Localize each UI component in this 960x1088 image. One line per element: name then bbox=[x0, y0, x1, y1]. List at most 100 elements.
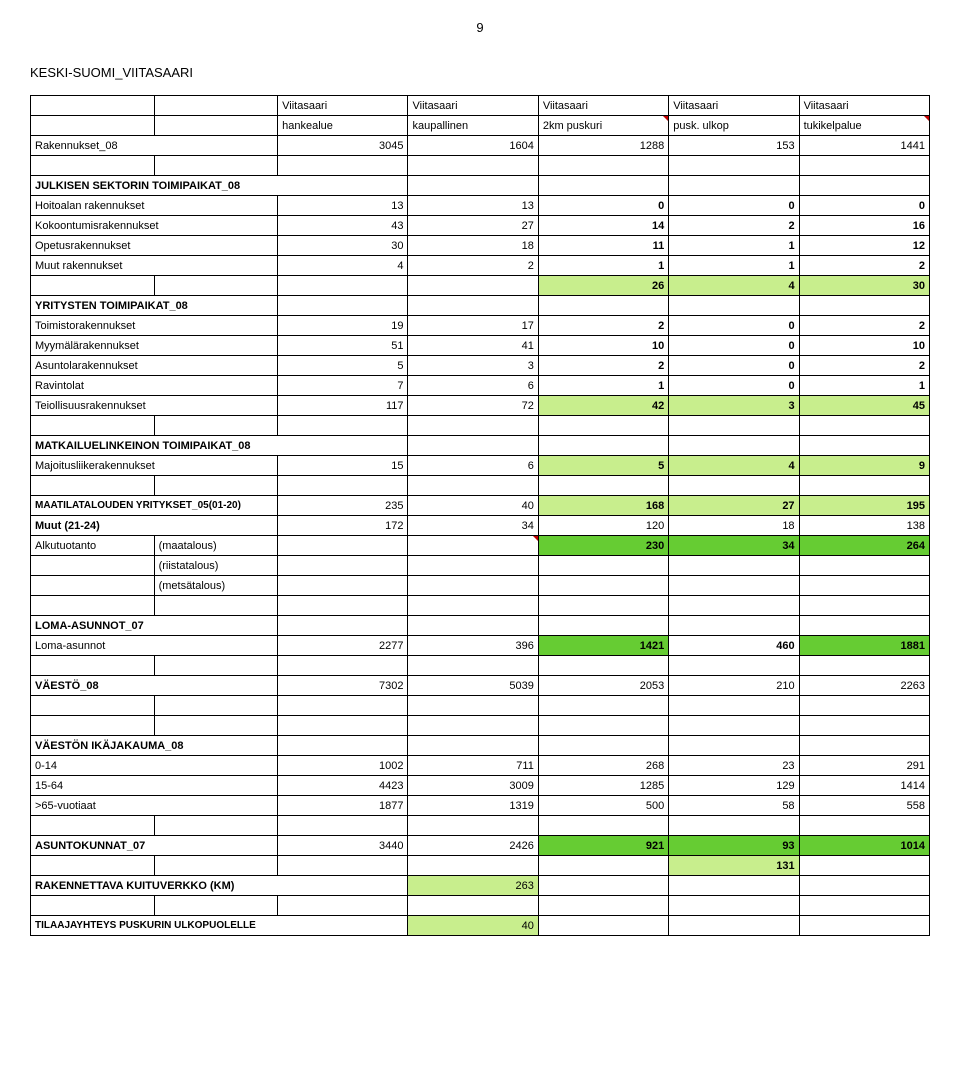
cell: 6 bbox=[408, 456, 538, 476]
table-row: Asuntolarakennukset 5 3 2 0 2 bbox=[31, 356, 930, 376]
cell: 7 bbox=[278, 376, 408, 396]
cell: 40 bbox=[408, 916, 538, 936]
cell: 3 bbox=[408, 356, 538, 376]
cell: 131 bbox=[669, 856, 799, 876]
cell: 2 bbox=[799, 256, 929, 276]
table-row: VÄESTÖ_08 7302 5039 2053 210 2263 bbox=[31, 676, 930, 696]
cell: 4 bbox=[669, 276, 799, 296]
row-label: ASUNTOKUNNAT_07 bbox=[31, 836, 278, 856]
cell: 0 bbox=[669, 356, 799, 376]
cell: 2426 bbox=[408, 836, 538, 856]
col-header: Viitasaari bbox=[538, 96, 668, 116]
row-label: Kokoontumisrakennukset bbox=[31, 216, 278, 236]
cell: 30 bbox=[799, 276, 929, 296]
table-row: Muut rakennukset 4 2 1 1 2 bbox=[31, 256, 930, 276]
cell: 13 bbox=[408, 196, 538, 216]
cell: 120 bbox=[538, 516, 668, 536]
cell: 1002 bbox=[278, 756, 408, 776]
cell: 5 bbox=[538, 456, 668, 476]
section-header: JULKISEN SEKTORIN TOIMIPAIKAT_08 bbox=[31, 176, 930, 196]
section-header: YRITYSTEN TOIMIPAIKAT_08 bbox=[31, 296, 930, 316]
cell: 2 bbox=[538, 316, 668, 336]
section-label: YRITYSTEN TOIMIPAIKAT_08 bbox=[31, 296, 278, 316]
cell: 1414 bbox=[799, 776, 929, 796]
section-label: LOMA-ASUNNOT_07 bbox=[31, 616, 278, 636]
cell: 6 bbox=[408, 376, 538, 396]
cell: 1604 bbox=[408, 136, 538, 156]
cell: 4423 bbox=[278, 776, 408, 796]
table-row: Loma-asunnot 2277 396 1421 460 1881 bbox=[31, 636, 930, 656]
document-title: KESKI-SUOMI_VIITASAARI bbox=[30, 65, 930, 80]
table-row: (metsätalous) bbox=[31, 576, 930, 596]
cell: 19 bbox=[278, 316, 408, 336]
cell: 43 bbox=[278, 216, 408, 236]
row-sublabel: (riistatalous) bbox=[154, 556, 278, 576]
cell: 42 bbox=[538, 396, 668, 416]
subtotal-row: 26 4 30 bbox=[31, 276, 930, 296]
col-subheader: kaupallinen bbox=[408, 116, 538, 136]
row-label: Alkutuotanto bbox=[31, 536, 155, 556]
cell: 291 bbox=[799, 756, 929, 776]
table-row: Teiollisuusrakennukset 117 72 42 3 45 bbox=[31, 396, 930, 416]
cell: 14 bbox=[538, 216, 668, 236]
cell: 1 bbox=[669, 236, 799, 256]
cell: 129 bbox=[669, 776, 799, 796]
cell: 210 bbox=[669, 676, 799, 696]
cell: 0 bbox=[669, 376, 799, 396]
col-header: Viitasaari bbox=[278, 96, 408, 116]
cell: 153 bbox=[669, 136, 799, 156]
cell: 1319 bbox=[408, 796, 538, 816]
cell: 23 bbox=[669, 756, 799, 776]
cell: 15 bbox=[278, 456, 408, 476]
col-header: Viitasaari bbox=[799, 96, 929, 116]
table-row: Muut (21-24) 172 34 120 18 138 bbox=[31, 516, 930, 536]
row-label: MAATILATALOUDEN YRITYKSET_05(01-20) bbox=[31, 496, 278, 516]
cell: 1881 bbox=[799, 636, 929, 656]
cell: 10 bbox=[799, 336, 929, 356]
section-header: MATKAILUELINKEINON TOIMIPAIKAT_08 bbox=[31, 436, 930, 456]
cell: 9 bbox=[799, 456, 929, 476]
cell: 195 bbox=[799, 496, 929, 516]
cell: 1877 bbox=[278, 796, 408, 816]
table-row: (riistatalous) bbox=[31, 556, 930, 576]
table-row: Ravintolat 7 6 1 0 1 bbox=[31, 376, 930, 396]
row-label: RAKENNETTAVA KUITUVERKKO (KM) bbox=[31, 876, 408, 896]
cell: 2 bbox=[538, 356, 668, 376]
page-number: 9 bbox=[30, 20, 930, 35]
row-sublabel: (metsätalous) bbox=[154, 576, 278, 596]
cell: 172 bbox=[278, 516, 408, 536]
cell: 2 bbox=[669, 216, 799, 236]
table-row: 0-14 1002 711 268 23 291 bbox=[31, 756, 930, 776]
cell: 27 bbox=[669, 496, 799, 516]
row-label: Muut (21-24) bbox=[31, 516, 278, 536]
cell: 138 bbox=[799, 516, 929, 536]
cell: 4 bbox=[278, 256, 408, 276]
cell: 235 bbox=[278, 496, 408, 516]
row-label: Asuntolarakennukset bbox=[31, 356, 278, 376]
cell: 3 bbox=[669, 396, 799, 416]
col-subheader: pusk. ulkop bbox=[669, 116, 799, 136]
cell: 0 bbox=[669, 316, 799, 336]
col-header: Viitasaari bbox=[408, 96, 538, 116]
cell: 13 bbox=[278, 196, 408, 216]
table-row: Alkutuotanto (maatalous) 230 34 264 bbox=[31, 536, 930, 556]
cell: 30 bbox=[278, 236, 408, 256]
cell: 5039 bbox=[408, 676, 538, 696]
row-label: Muut rakennukset bbox=[31, 256, 278, 276]
cell: 460 bbox=[669, 636, 799, 656]
cell: 117 bbox=[278, 396, 408, 416]
table-row: 15-64 4423 3009 1285 129 1414 bbox=[31, 776, 930, 796]
cell: 2 bbox=[799, 316, 929, 336]
cell: 0 bbox=[669, 336, 799, 356]
cell: 18 bbox=[408, 236, 538, 256]
cell: 3009 bbox=[408, 776, 538, 796]
section-label: MATKAILUELINKEINON TOIMIPAIKAT_08 bbox=[31, 436, 408, 456]
table-row: Kokoontumisrakennukset 43 27 14 2 16 bbox=[31, 216, 930, 236]
cell: 500 bbox=[538, 796, 668, 816]
cell: 17 bbox=[408, 316, 538, 336]
cell: 72 bbox=[408, 396, 538, 416]
cell: 5 bbox=[278, 356, 408, 376]
cell: 1288 bbox=[538, 136, 668, 156]
table-row: RAKENNETTAVA KUITUVERKKO (KM) 263 bbox=[31, 876, 930, 896]
row-label: VÄESTÖ_08 bbox=[31, 676, 278, 696]
